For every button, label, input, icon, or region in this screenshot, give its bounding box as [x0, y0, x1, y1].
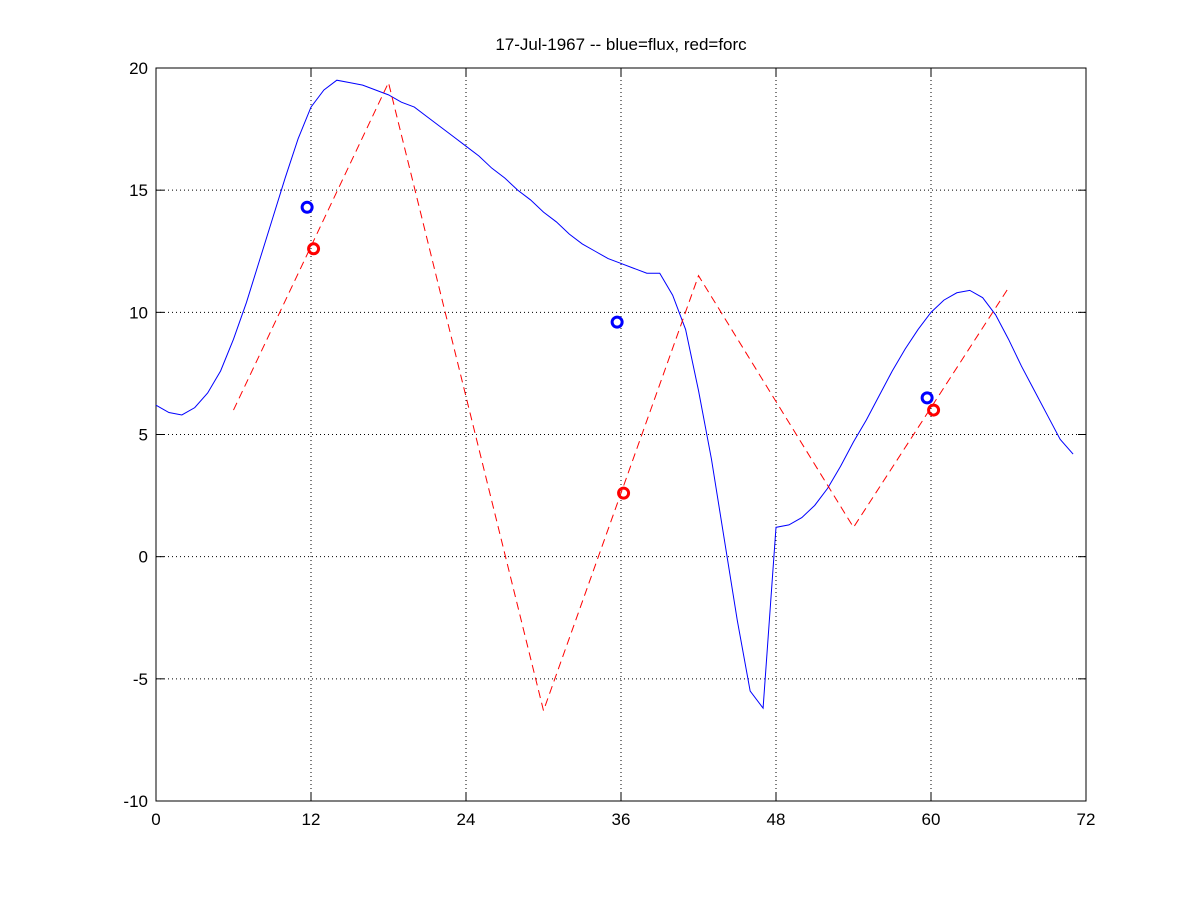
- y-tick-label: -5: [133, 670, 148, 689]
- series-line: [233, 81, 1009, 713]
- series-line: [155, 79, 1074, 710]
- marker: [927, 403, 941, 417]
- y-tick-label: 15: [129, 181, 148, 200]
- marker: [617, 486, 631, 500]
- x-tick-label: 12: [302, 810, 321, 829]
- marker: [610, 315, 624, 329]
- plot-frame: [155, 67, 1087, 802]
- y-tick-label: -10: [123, 792, 148, 811]
- x-tick-label: 24: [457, 810, 476, 829]
- x-tick-label: 48: [767, 810, 786, 829]
- marker: [920, 391, 934, 405]
- marker: [300, 200, 314, 214]
- y-tick-label: 10: [129, 303, 148, 322]
- chart-title: 17-Jul-1967 -- blue=flux, red=forc: [495, 35, 747, 54]
- x-tick-label: 0: [151, 810, 160, 829]
- marker: [307, 242, 321, 256]
- x-tick-label: 60: [922, 810, 941, 829]
- y-tick-label: 0: [139, 548, 148, 567]
- x-tick-label: 72: [1077, 810, 1096, 829]
- x-tick-label: 36: [612, 810, 631, 829]
- y-tick-label: 20: [129, 59, 148, 78]
- y-tick-label: 5: [139, 426, 148, 445]
